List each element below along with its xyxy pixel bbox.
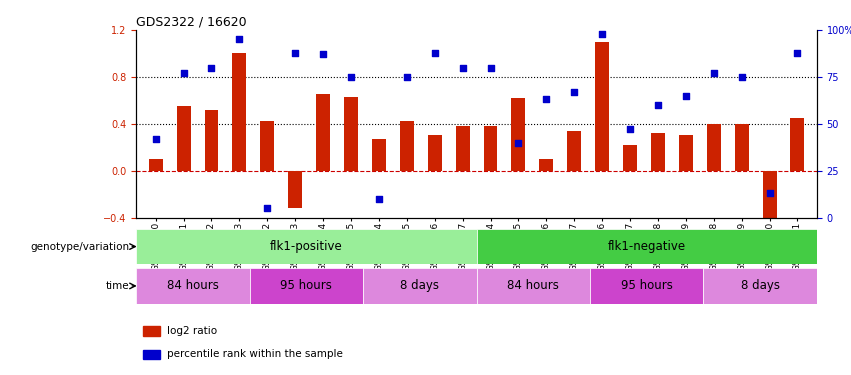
Point — [596, 31, 609, 37]
Point — [651, 102, 665, 108]
Point — [232, 36, 246, 42]
Text: percentile rank within the sample: percentile rank within the sample — [167, 350, 343, 360]
Point — [317, 51, 330, 57]
Bar — [232, 54, 247, 171]
Point — [568, 89, 581, 95]
Bar — [483, 126, 498, 171]
Point — [734, 74, 748, 80]
Bar — [762, 171, 776, 224]
Point — [623, 126, 637, 132]
Bar — [143, 350, 160, 359]
Text: 84 hours: 84 hours — [167, 279, 219, 292]
Text: GDS2322 / 16620: GDS2322 / 16620 — [136, 16, 247, 29]
Point — [205, 64, 219, 70]
Point — [762, 190, 776, 196]
Bar — [595, 42, 609, 171]
Bar — [260, 122, 274, 171]
FancyBboxPatch shape — [136, 268, 249, 304]
Bar — [568, 131, 581, 171]
Bar — [455, 126, 470, 171]
Bar — [511, 98, 525, 171]
Point — [679, 93, 693, 99]
Text: time: time — [106, 281, 129, 291]
FancyBboxPatch shape — [704, 268, 817, 304]
FancyBboxPatch shape — [590, 268, 704, 304]
Text: 8 days: 8 days — [740, 279, 780, 292]
FancyBboxPatch shape — [136, 229, 477, 264]
Text: 95 hours: 95 hours — [621, 279, 672, 292]
Text: flk1-negative: flk1-negative — [608, 240, 686, 253]
Point — [511, 140, 525, 146]
Bar — [288, 171, 302, 208]
Point — [791, 50, 804, 55]
FancyBboxPatch shape — [249, 268, 363, 304]
Bar — [651, 133, 665, 171]
Point — [540, 96, 553, 102]
FancyBboxPatch shape — [477, 229, 817, 264]
Bar — [734, 124, 749, 171]
Text: genotype/variation: genotype/variation — [31, 242, 129, 252]
Bar — [428, 135, 442, 171]
Point — [177, 70, 191, 76]
Text: 8 days: 8 days — [400, 279, 439, 292]
Bar — [344, 97, 358, 171]
Text: 84 hours: 84 hours — [507, 279, 559, 292]
Bar — [540, 159, 553, 171]
Text: 95 hours: 95 hours — [281, 279, 332, 292]
Text: flk1-positive: flk1-positive — [270, 240, 343, 253]
Bar — [400, 122, 414, 171]
Bar — [706, 124, 721, 171]
Point — [149, 136, 163, 142]
FancyBboxPatch shape — [477, 268, 590, 304]
Point — [428, 50, 442, 55]
Bar — [623, 145, 637, 171]
Point — [483, 64, 497, 70]
Point — [400, 74, 414, 80]
Bar — [177, 106, 191, 171]
Bar — [149, 159, 163, 171]
Point — [372, 196, 386, 202]
Bar — [679, 135, 693, 171]
FancyBboxPatch shape — [363, 268, 477, 304]
Point — [260, 205, 274, 211]
Bar — [791, 118, 804, 171]
Bar — [204, 110, 219, 171]
Bar — [143, 326, 160, 336]
Bar — [316, 94, 330, 171]
Point — [288, 50, 302, 55]
Point — [707, 70, 721, 76]
Text: log2 ratio: log2 ratio — [167, 326, 217, 336]
Bar — [372, 139, 386, 171]
Point — [344, 74, 357, 80]
Point — [456, 64, 470, 70]
